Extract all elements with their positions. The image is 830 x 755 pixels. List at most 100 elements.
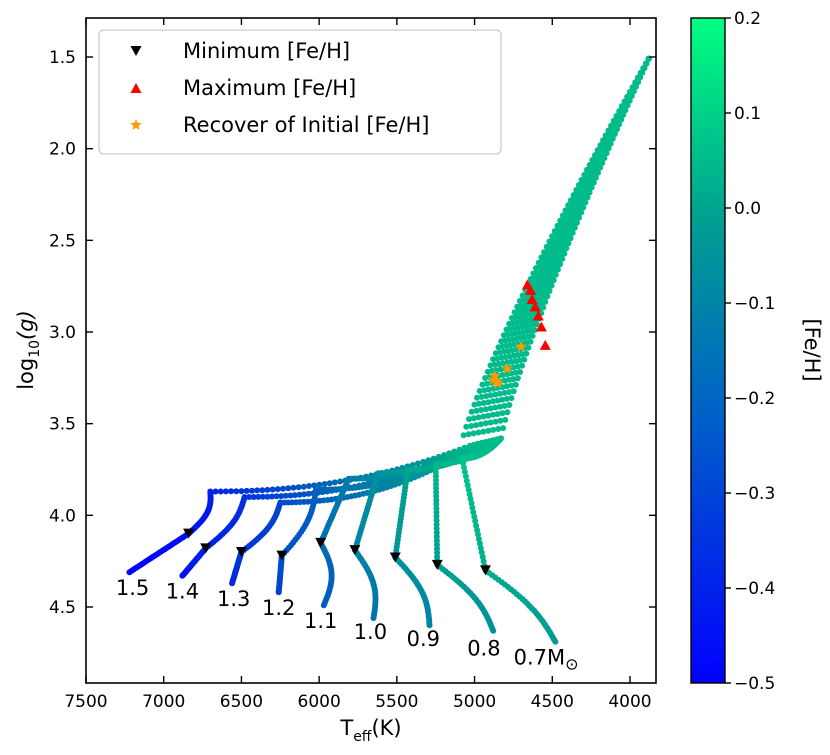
track-point: [607, 140, 614, 147]
evolutionary-tracks: [126, 55, 652, 645]
track-point: [485, 399, 492, 406]
track-point: [300, 483, 307, 490]
track-point: [474, 527, 481, 534]
track-point: [483, 380, 490, 387]
legend: Minimum [Fe/H] Maximum [Fe/H] Recover of I…: [98, 29, 502, 155]
track-point: [635, 79, 642, 85]
track-point: [501, 402, 508, 409]
y-tick-label: 1.5: [49, 48, 76, 68]
mass-label-1-2: 1.2: [262, 596, 295, 620]
track-point: [463, 477, 470, 484]
track-point: [480, 413, 487, 420]
legend-label: Recover of Initial [Fe/H]: [183, 113, 429, 137]
colorbar-tick-label: −0.1: [734, 294, 775, 314]
track-point: [611, 131, 618, 137]
track-point: [529, 332, 536, 339]
y-tick-label: 4.0: [49, 506, 76, 526]
track-point: [503, 371, 510, 378]
track-point: [217, 488, 224, 495]
track-point: [475, 429, 482, 436]
track-point: [494, 397, 501, 404]
track-point: [331, 479, 338, 486]
colorbar-tick-label: 0.0: [734, 199, 761, 219]
track-point: [540, 304, 547, 311]
track-point: [471, 401, 478, 408]
track-point: [618, 116, 625, 123]
recover-feh-marker: [492, 377, 504, 389]
track-point: [497, 403, 503, 410]
track-point: [241, 494, 248, 500]
track-point: [290, 484, 297, 491]
track-point: [550, 277, 557, 284]
track-point: [482, 420, 489, 427]
track-point: [497, 417, 504, 424]
track-point: [643, 60, 650, 67]
track-point: [605, 145, 612, 152]
minimum-feh-marker: [431, 559, 443, 570]
track-point: [490, 426, 497, 433]
minimum-feh-marker: [276, 550, 288, 561]
track-point: [563, 245, 570, 252]
track-point: [586, 189, 593, 196]
track-point: [561, 250, 568, 257]
mass-label-1-0: 1.0: [354, 620, 387, 644]
mass-labels: 1.5 1.4 1.3 1.2 1.1 1.0 0.9 0.8 0.7M⊙: [116, 576, 579, 674]
track-point: [552, 271, 559, 278]
track-point: [487, 405, 494, 412]
track-point: [212, 488, 219, 495]
track-point: [573, 219, 580, 226]
track-point: [523, 350, 530, 357]
track-point: [508, 382, 515, 389]
track-point: [506, 402, 513, 408]
track-point: [601, 155, 608, 162]
track-point: [273, 493, 280, 500]
track-point: [466, 491, 473, 498]
legend-marker-minimum: [130, 46, 142, 56]
mass-label-1-5: 1.5: [116, 576, 149, 600]
track-point: [473, 407, 480, 414]
track-point: [476, 388, 483, 394]
track-point: [557, 261, 564, 268]
minimum-feh-marker: [349, 545, 361, 556]
track-point: [420, 458, 427, 465]
track-point: [492, 391, 499, 398]
track-point: [296, 491, 303, 498]
track-point: [479, 553, 486, 560]
track-point: [415, 460, 421, 467]
track-point: [592, 174, 599, 181]
x-tick-label: 4500: [531, 692, 574, 712]
track-point: [470, 430, 477, 437]
mass-label-0-8: 0.8: [467, 636, 500, 660]
minimum-feh-marker: [479, 565, 491, 576]
track-point: [478, 393, 485, 400]
colorbar-tick-label: −0.5: [734, 674, 775, 694]
track-point: [255, 493, 262, 500]
track-point: [471, 513, 478, 520]
track-point: [434, 553, 441, 560]
track-point: [264, 486, 271, 493]
track-point: [228, 488, 235, 495]
track-point: [641, 65, 648, 72]
track-point: [542, 298, 549, 305]
track-point: [301, 491, 308, 498]
maximum-feh-marker: [532, 310, 544, 321]
track-point: [500, 425, 507, 432]
track-point: [527, 338, 534, 345]
mass-label-0-9: 0.9: [407, 627, 440, 651]
track-point: [578, 209, 585, 216]
track-point: [305, 490, 312, 497]
track-point: [499, 396, 506, 403]
track-point: [525, 344, 532, 351]
track-point: [466, 416, 472, 423]
legend-label: Minimum [Fe/H]: [183, 39, 350, 63]
y-tick-label: 3.5: [49, 415, 76, 435]
y-axis: 1.5 2.0 2.5 3.0 3.5 4.0 4.5: [49, 48, 656, 618]
maximum-feh-marker: [539, 339, 551, 350]
track-point: [597, 164, 604, 171]
track-point: [590, 179, 597, 186]
track-point: [571, 224, 578, 231]
track-point: [519, 362, 526, 369]
track-point: [475, 414, 482, 421]
recover-feh-marker: [487, 373, 499, 385]
